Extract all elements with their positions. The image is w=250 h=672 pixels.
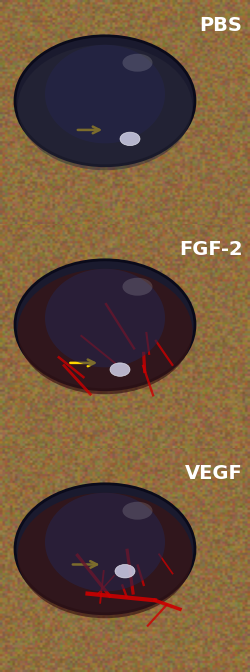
Ellipse shape (122, 54, 152, 72)
Ellipse shape (18, 269, 192, 394)
Ellipse shape (45, 45, 165, 143)
Ellipse shape (120, 132, 140, 146)
Ellipse shape (122, 278, 152, 296)
Text: FGF-2: FGF-2 (179, 240, 242, 259)
Ellipse shape (110, 363, 130, 376)
Ellipse shape (15, 36, 195, 166)
Ellipse shape (45, 269, 165, 368)
Ellipse shape (18, 45, 192, 170)
Ellipse shape (45, 493, 165, 591)
Text: PBS: PBS (200, 15, 242, 35)
Ellipse shape (15, 260, 195, 390)
Ellipse shape (115, 564, 135, 578)
Text: VEGF: VEGF (185, 464, 242, 482)
Ellipse shape (122, 502, 152, 519)
Ellipse shape (15, 484, 195, 614)
Ellipse shape (18, 493, 192, 618)
